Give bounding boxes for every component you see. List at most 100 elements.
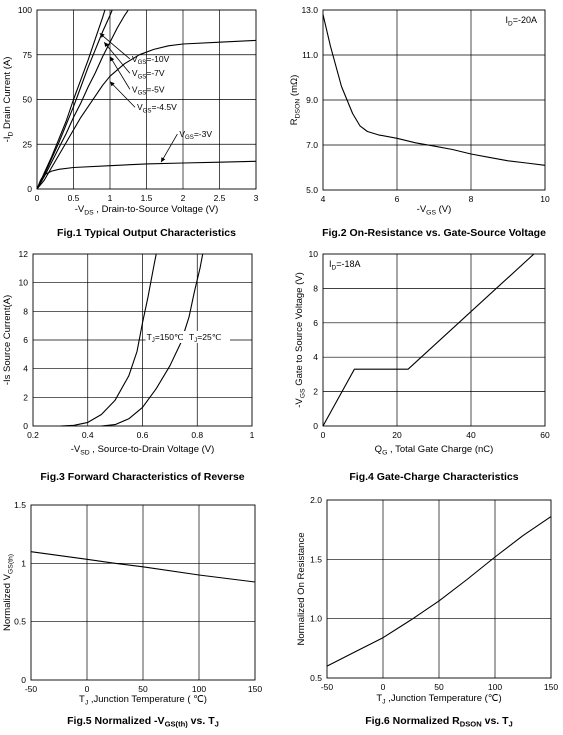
chart-6: -50 0 50 100 150 0.5 1.0 1.5 2.0 TJ ,Junction Tem…: [296, 495, 558, 729]
x-tick-label: 100: [488, 682, 502, 692]
x-tick-label: 6: [395, 194, 400, 204]
y-tick-label: 0: [23, 421, 28, 431]
chart-title: Fig.6 Normalized RDSON vs. TJ: [365, 715, 513, 729]
y-tick-label: 100: [18, 5, 32, 15]
plot-frame: [36, 9, 257, 190]
chart-title: Fig.4 Gate-Charge Characteristics: [349, 471, 518, 483]
y-tick-label: 0.5: [14, 617, 26, 627]
condition-annotation: ID=-20A: [506, 15, 538, 27]
x-tick-label: 0.8: [191, 430, 203, 440]
y-axis-label: -VGS Gate to Source Voltage (V): [294, 272, 306, 408]
arrow-head: [110, 81, 115, 87]
plot-frame: [326, 499, 552, 679]
x-tick-label: 0.5: [68, 193, 80, 203]
series-line-1: [36, 9, 106, 190]
series-line-1: [322, 14, 546, 166]
y-tick-label: 0: [27, 184, 32, 194]
plot-frame: [32, 253, 253, 427]
series-line-2: [101, 253, 204, 427]
x-tick-label: 60: [540, 430, 550, 440]
chart-title: Fig.5 Normalized -VGS(th) vs. TJ: [67, 715, 219, 729]
x-tick-label: 150: [544, 682, 558, 692]
series-line-1: [30, 551, 256, 583]
y-tick-label: 1.0: [310, 614, 322, 624]
x-axis-label: -VDS , Drain-to-Source Voltage (V): [75, 204, 219, 216]
y-tick-label: 2.0: [310, 495, 322, 505]
y-tick-label: 11.0: [302, 50, 318, 60]
x-tick-label: 100: [192, 684, 206, 694]
x-tick-label: 1: [108, 193, 113, 203]
y-axis-label: Normalized On Resistance: [296, 533, 307, 646]
legend-arrow: [103, 41, 131, 74]
x-tick-label: 3: [254, 193, 259, 203]
y-tick-label: 1.5: [310, 554, 322, 564]
arrow-head: [104, 42, 109, 48]
y-tick-label: 1: [21, 558, 26, 568]
y-tick-label: 8: [313, 283, 318, 293]
chart-title: Fig.1 Typical Output Characteristics: [57, 227, 236, 239]
chart-title: Fig.2 On-Resistance vs. Gate-Source Volt…: [322, 227, 546, 239]
y-axis-label: -Is Source Current(A): [2, 295, 13, 385]
x-tick-label: 2.5: [214, 193, 226, 203]
series-line-5: [36, 160, 257, 190]
y-tick-label: 7.0: [306, 140, 318, 150]
y-tick-label: 0: [313, 421, 318, 431]
chart-title: Fig.3 Forward Characteristics of Reverse: [40, 471, 244, 483]
legend-arrow: [109, 81, 136, 108]
legend-label: VGS=-10V: [132, 54, 170, 66]
y-tick-label: 12: [19, 249, 29, 259]
x-tick-label: 0.6: [137, 430, 149, 440]
x-axis-label: -VGS (V): [417, 204, 452, 216]
x-tick-label: 0: [35, 193, 40, 203]
x-tick-label: 10: [540, 194, 550, 204]
arrow-head: [161, 157, 166, 163]
series-line-1: [322, 253, 535, 427]
x-tick-label: 2: [181, 193, 186, 203]
legend-label: VGS=-7V: [132, 68, 165, 80]
arrow-head: [110, 56, 115, 62]
x-tick-label: 8: [469, 194, 474, 204]
chart-4: 0 20 40 60 0 2 4 6 8 10 QG , Total Gate Charge (nC…: [294, 249, 550, 483]
y-tick-label: 9.0: [306, 95, 318, 105]
plot-frame: [30, 504, 256, 681]
x-tick-label: 0.4: [82, 430, 94, 440]
y-tick-label: 0: [21, 675, 26, 685]
y-tick-label: 10: [19, 278, 29, 288]
y-tick-label: 4: [23, 364, 28, 374]
x-tick-label: 150: [248, 684, 262, 694]
y-tick-label: 75: [23, 50, 33, 60]
x-tick-label: 0.2: [27, 430, 39, 440]
arrow-head: [99, 33, 105, 38]
series-line-2: [36, 9, 113, 190]
condition-annotation: ID=-18A: [329, 259, 361, 271]
legend-label: VGS=-5V: [132, 84, 165, 96]
legend-arrow: [99, 32, 131, 60]
x-axis-label: -VSD , Source-to-Drain Voltage (V): [71, 444, 215, 456]
y-tick-label: 10: [309, 249, 319, 259]
x-tick-label: 50: [434, 682, 444, 692]
legend-label: VGS=-3V: [179, 129, 212, 141]
plot-frame: [322, 253, 546, 427]
legend-label-bg: [145, 331, 194, 343]
y-tick-label: 1.5: [14, 500, 26, 510]
x-tick-label: 0: [381, 682, 386, 692]
plot-frame: [322, 9, 546, 191]
x-axis-label: TJ ,Junction Temperature (℃): [376, 693, 501, 705]
x-tick-label: 50: [138, 684, 148, 694]
x-tick-label: -50: [321, 682, 334, 692]
series-line-1: [60, 253, 157, 427]
x-tick-label: 4: [321, 194, 326, 204]
y-tick-label: 0.5: [310, 673, 322, 683]
y-axis-label: RDSON (mΩ): [289, 75, 301, 126]
legend-arrow: [109, 56, 131, 90]
y-tick-label: 6: [313, 318, 318, 328]
series-line-4: [36, 39, 257, 190]
legend-label: VGS=-4.5V: [137, 102, 177, 114]
x-tick-label: -50: [25, 684, 38, 694]
chart-2: 4 6 8 10 5.0 7.0 9.0 11.0 13.0 -VGS (V) RDSON (mΩ)…: [289, 5, 550, 239]
y-axis-label: Normalized VGS(th): [2, 554, 14, 631]
legend-label: TJ=150℃: [147, 332, 184, 344]
